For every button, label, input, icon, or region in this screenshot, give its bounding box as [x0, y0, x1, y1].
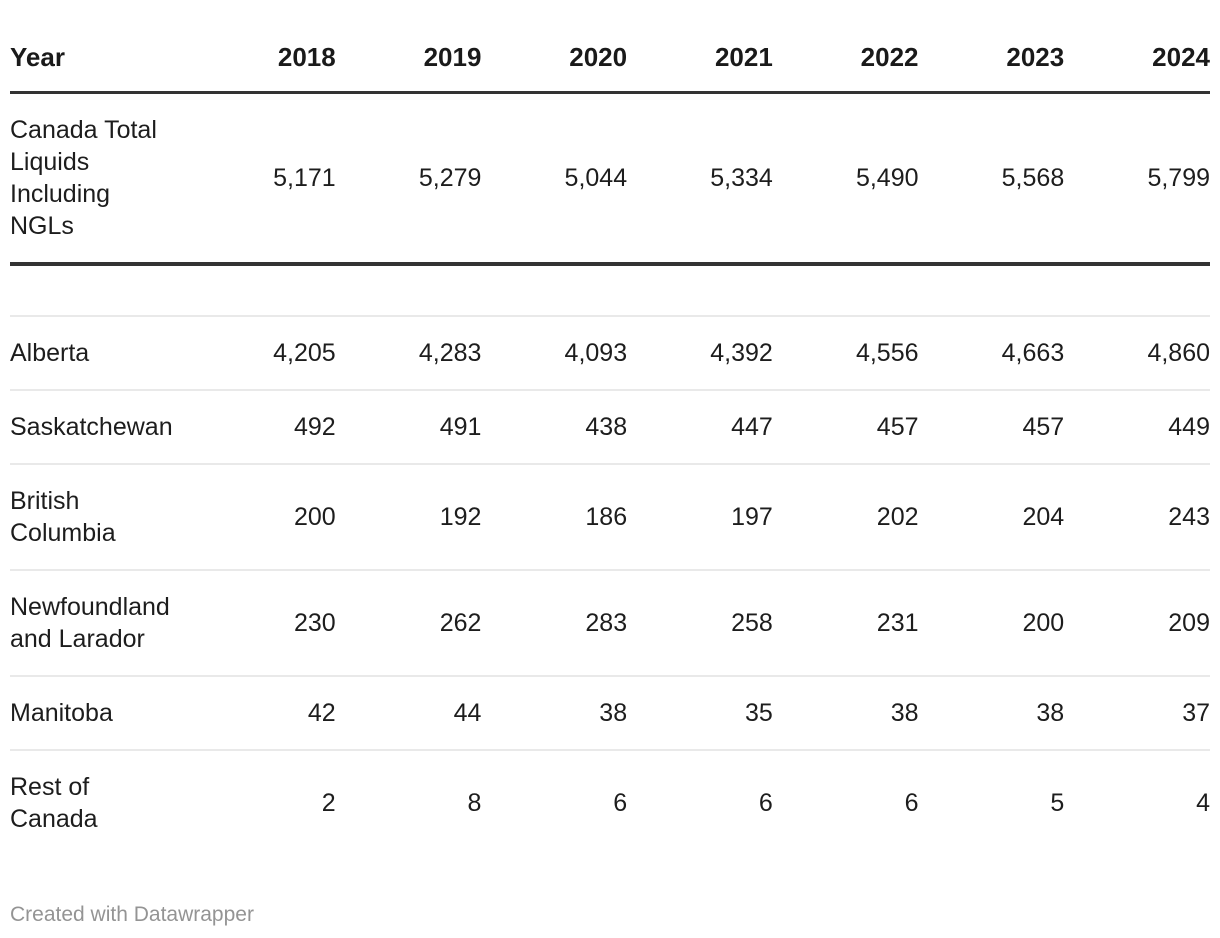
- value-cell: 200: [190, 464, 336, 571]
- value-cell: 438: [481, 390, 628, 465]
- row-label: Manitoba: [10, 676, 190, 751]
- value-cell: 5,171: [190, 92, 336, 266]
- value-cell: 262: [335, 570, 482, 677]
- table-row-british-columbia: British Columbia 200 192 186 197 202 204…: [10, 464, 1210, 571]
- value-cell: 230: [190, 570, 336, 677]
- row-label: Newfoundland and Larador: [10, 570, 190, 677]
- value-cell: 44: [335, 676, 482, 751]
- value-cell: 5,044: [481, 92, 628, 266]
- table-row-rest-of-canada: Rest of Canada 2 8 6 6 6 5 4: [10, 750, 1210, 855]
- value-cell: 38: [918, 676, 1065, 751]
- value-cell: 6: [613, 789, 628, 817]
- value-cell: 8: [467, 789, 482, 817]
- year-header-cell: Year: [10, 28, 190, 94]
- table-row-manitoba: Manitoba 42 44 38 35 38 38 37: [10, 676, 1210, 751]
- column-header-2024: 2024: [1064, 28, 1210, 94]
- value-cell: 186: [481, 464, 628, 571]
- value-cell: 209: [1064, 570, 1210, 677]
- value-cell: 4,205: [190, 316, 336, 391]
- value-cell: 200: [918, 570, 1065, 677]
- value-cell: 192: [335, 464, 482, 571]
- value-cell: 5,799: [1064, 92, 1210, 266]
- table-row-newfoundland: Newfoundland and Larador 230 262 283 258…: [10, 570, 1210, 677]
- table-row-saskatchewan: Saskatchewan 492 491 438 447 457 457 449: [10, 390, 1210, 465]
- value-cell: 2: [321, 789, 336, 817]
- row-label: Saskatchewan: [10, 390, 190, 465]
- row-label: Rest of Canada: [10, 773, 98, 833]
- value-cell: 4,093: [481, 316, 628, 391]
- spacer-cell: [10, 264, 1210, 317]
- value-cell: 4,860: [1064, 316, 1210, 391]
- value-cell: 231: [772, 570, 919, 677]
- value-cell: 4,283: [335, 316, 482, 391]
- value-cell: 5,490: [772, 92, 919, 266]
- value-cell: 283: [481, 570, 628, 677]
- column-header-2022: 2022: [772, 28, 919, 94]
- header-row: Year 2018 2019 2020 2021 2022 2023 2024: [10, 28, 1210, 94]
- value-cell: 491: [335, 390, 482, 465]
- row-label: Alberta: [10, 316, 190, 391]
- column-header-2023: 2023: [918, 28, 1065, 94]
- value-cell: 197: [627, 464, 773, 571]
- datawrapper-credit-link[interactable]: Created with Datawrapper: [10, 903, 254, 926]
- value-cell: 204: [918, 464, 1065, 571]
- row-label: Canada Total Liquids Including NGLs: [10, 92, 190, 266]
- value-cell: 447: [627, 390, 773, 465]
- value-cell: 38: [481, 676, 628, 751]
- column-header-2020: 2020: [481, 28, 628, 94]
- value-cell: 38: [772, 676, 919, 751]
- column-header-2021: 2021: [627, 28, 773, 94]
- row-label: British Columbia: [10, 464, 190, 571]
- value-cell: 492: [190, 390, 336, 465]
- value-cell: 258: [627, 570, 773, 677]
- value-cell: 4: [1196, 789, 1210, 817]
- value-cell: 457: [918, 390, 1065, 465]
- table-row-canada-total: Canada Total Liquids Including NGLs 5,17…: [10, 92, 1210, 266]
- value-cell: 4,392: [627, 316, 773, 391]
- value-cell: 4,556: [772, 316, 919, 391]
- column-header-2019: 2019: [335, 28, 482, 94]
- value-cell: 5,334: [627, 92, 773, 266]
- value-cell: 4,663: [918, 316, 1065, 391]
- value-cell: 457: [772, 390, 919, 465]
- value-cell: 202: [772, 464, 919, 571]
- value-cell: 449: [1064, 390, 1210, 465]
- spacer-row: [10, 264, 1210, 317]
- column-header-2018: 2018: [190, 28, 336, 94]
- value-cell: 35: [627, 676, 773, 751]
- value-cell: 42: [190, 676, 336, 751]
- value-cell: 5,568: [918, 92, 1065, 266]
- table-row-alberta: Alberta 4,205 4,283 4,093 4,392 4,556 4,…: [10, 316, 1210, 391]
- value-cell: 5,279: [335, 92, 482, 266]
- value-cell: 6: [904, 789, 919, 817]
- value-cell: 37: [1064, 676, 1210, 751]
- value-cell: 5: [1050, 789, 1065, 817]
- data-table: Year 2018 2019 2020 2021 2022 2023 2024 …: [10, 28, 1210, 855]
- value-cell: 243: [1064, 464, 1210, 571]
- value-cell: 6: [758, 789, 773, 817]
